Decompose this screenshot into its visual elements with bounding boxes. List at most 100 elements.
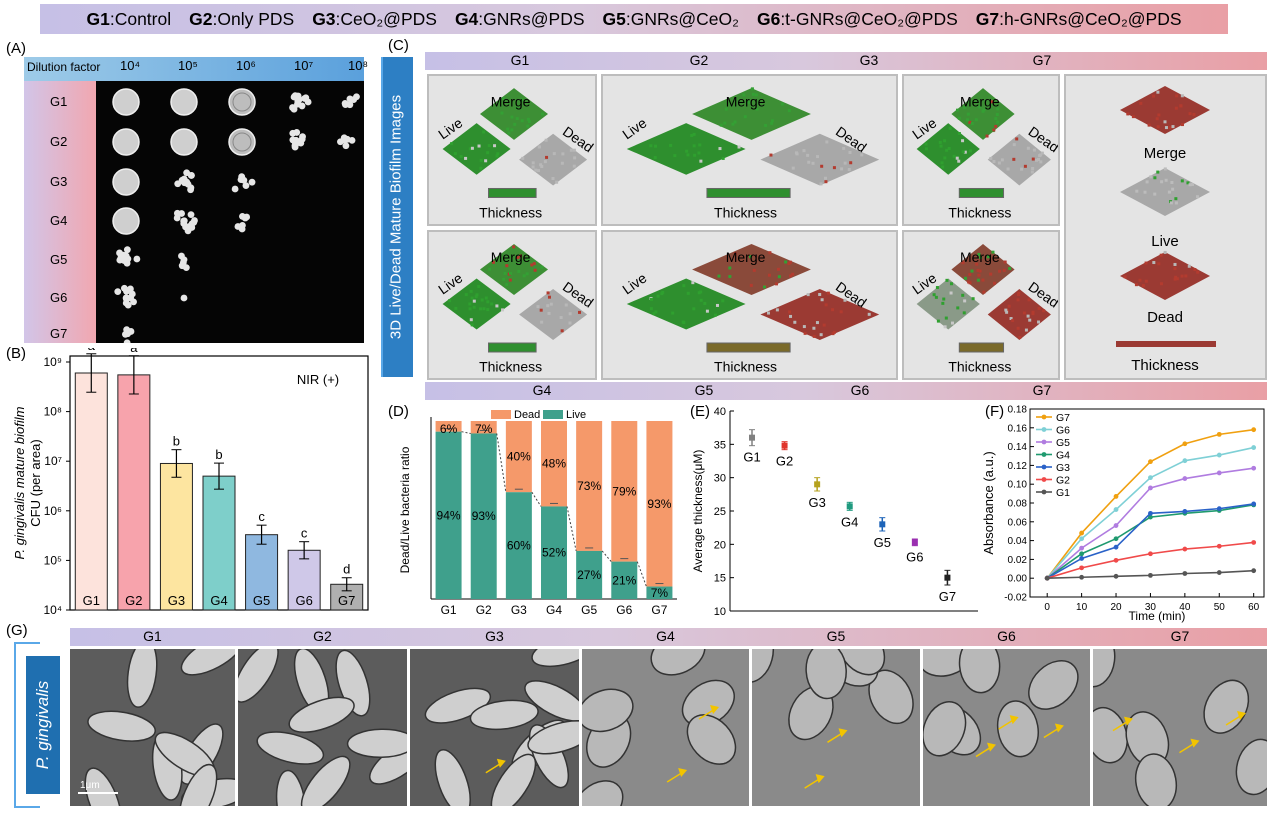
panel-b-label: (B) [6, 345, 26, 362]
pg-side-title: P. gingivalis [33, 680, 52, 770]
significance-letter: a [130, 348, 138, 355]
biofilm-voxel [1152, 261, 1156, 265]
biofilm-voxel [803, 331, 807, 335]
bacterium [87, 710, 156, 742]
biofilm-voxel [660, 292, 664, 296]
biofilm-voxel [825, 140, 829, 144]
biofilm-voxel [1139, 101, 1143, 105]
bar-live-g6 [611, 561, 638, 599]
biofilm-voxel [775, 308, 779, 312]
thickness-bar [706, 342, 791, 353]
biofilm-voxel [822, 323, 826, 327]
biofilm-voxel [546, 291, 550, 295]
biofilm-voxel [752, 268, 756, 272]
biofilm-voxel [510, 128, 514, 132]
series-point [1148, 514, 1153, 520]
absorbance-time-chart: -0.02 0.00 0.02 0.04 0.06 0.08 0.10 0.12 0.14 0.1… [981, 405, 1265, 623]
biofilm-voxel [961, 261, 965, 265]
biofilm-voxel [1003, 260, 1007, 264]
panel-c-label: (C) [388, 37, 409, 54]
biofilm-voxel [947, 146, 951, 150]
biofilm-voxel [474, 295, 478, 299]
biofilm-voxel [652, 312, 656, 316]
y-tick-label: 35 [714, 439, 726, 451]
bacterium [178, 763, 218, 806]
biofilm-voxel [948, 126, 952, 130]
biofilm-voxel [788, 260, 792, 264]
biofilm-voxel [780, 102, 784, 106]
bacterium [490, 753, 537, 806]
series-point [1182, 441, 1188, 447]
biofilm-voxel [561, 152, 565, 156]
sem-render [1093, 649, 1267, 806]
biofilm-voxel [1174, 197, 1178, 201]
biofilm-voxel [1191, 182, 1195, 186]
biofilm-voxel [1157, 262, 1161, 266]
series-point [1148, 459, 1153, 465]
biofilm-voxel [1180, 179, 1184, 183]
biofilm-voxel [1023, 164, 1027, 168]
legend-key: G7 [975, 8, 1000, 29]
colony-spot-ring [232, 132, 252, 152]
x-tick-label: G2 [476, 603, 492, 617]
biofilm-voxel [448, 299, 452, 303]
trend-line [496, 433, 507, 493]
dead-pct-label: 7% [475, 422, 493, 436]
biofilm-voxel [826, 291, 830, 295]
biofilm-voxel [508, 278, 512, 282]
bar-live-g5 [576, 550, 603, 599]
dilution-5: 10⁸ [348, 58, 368, 73]
trend-line [566, 506, 577, 552]
colony-dot [240, 176, 248, 184]
biofilm-voxel [513, 122, 517, 126]
biofilm-voxel [1020, 167, 1024, 171]
biofilm-voxel [1153, 176, 1157, 180]
biofilm-voxel [1168, 125, 1172, 129]
biofilm-voxel [823, 176, 827, 180]
bacterium [1028, 660, 1079, 710]
bar-label-g5: G5 [253, 593, 270, 608]
biofilm-voxel [989, 156, 993, 160]
biofilm-voxel [568, 321, 572, 325]
bar-dead-g2 [470, 421, 497, 434]
thickness-bar [488, 187, 537, 198]
bacterium [256, 731, 325, 765]
biofilm-voxel [526, 117, 530, 121]
legend-item-g2: G2:Only PDS [189, 9, 294, 30]
bacterium [1134, 753, 1178, 806]
biofilm-voxel [989, 272, 993, 276]
biofilm-voxel [967, 280, 971, 284]
colony-dot [341, 136, 349, 144]
biofilm-voxel [479, 158, 483, 162]
biofilm-voxel [943, 156, 947, 160]
c-bottom-g4: G4 [532, 382, 552, 398]
biofilm-voxel [654, 144, 658, 148]
legend-text: :CeO₂@PDS [335, 8, 437, 29]
legend-marker [1041, 477, 1047, 482]
biofilm-voxel [551, 177, 555, 181]
panel-g-label: (G) [6, 622, 28, 639]
tile-g5: Merge Live Dead Thickness [601, 230, 898, 380]
biofilm-voxel [468, 307, 472, 311]
biofilm-voxel [502, 277, 506, 281]
colony-dot [188, 171, 195, 179]
biofilm-voxel [1028, 318, 1032, 322]
bar-label-g7: G7 [338, 593, 355, 608]
biofilm-voxel [1031, 167, 1035, 171]
biofilm-voxel [552, 152, 556, 156]
biofilm-voxel [491, 260, 495, 264]
biofilm-side-title: 3D Live/Dead Mature Biofilm Images [387, 94, 405, 340]
merge-channel [692, 88, 811, 140]
colony-dot [342, 142, 350, 150]
sem-image-g6 [923, 649, 1090, 806]
colony-dot [290, 93, 298, 101]
biofilm-voxel [536, 305, 540, 309]
biofilm-voxel [964, 276, 968, 280]
tile-g1: Merge Live Dead Thickness [427, 74, 597, 226]
series-point [1113, 536, 1119, 542]
biofilm-voxel [486, 308, 490, 312]
biofilm-voxel [843, 298, 847, 302]
biofilm-voxel [713, 313, 717, 317]
biofilm-voxel [1030, 170, 1034, 174]
